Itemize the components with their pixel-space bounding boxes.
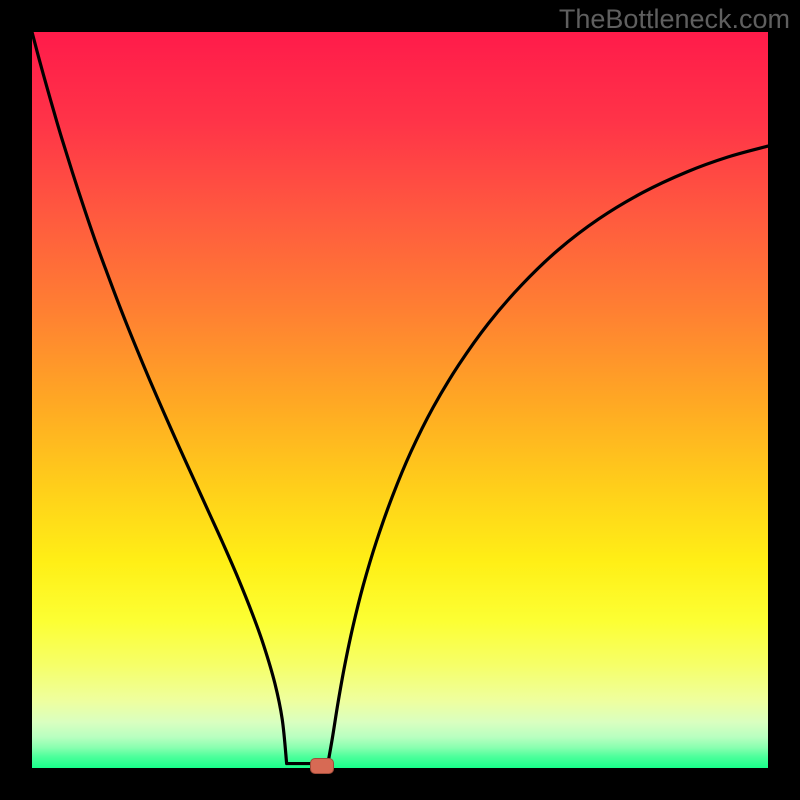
gradient-background (32, 32, 768, 768)
plot-area (32, 32, 768, 768)
watermark-text: TheBottleneck.com (559, 4, 790, 35)
plot-svg (32, 32, 768, 768)
optimum-marker (310, 758, 334, 774)
